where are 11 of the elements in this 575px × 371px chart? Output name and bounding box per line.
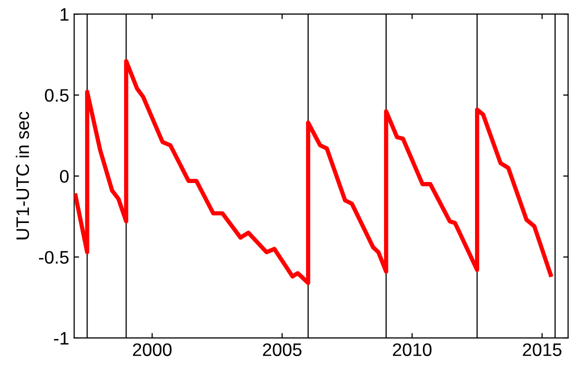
x-tick-label: 2005	[262, 343, 302, 356]
y-tick-label: -1	[54, 332, 68, 345]
line-series	[74, 58, 553, 286]
x-tick-label: 2000	[132, 343, 172, 356]
x-tick-label: 2015	[522, 343, 562, 356]
x-tick-label: 2010	[392, 343, 432, 356]
y-tick-label: 0	[60, 170, 69, 183]
y-tick-label: 0.5	[44, 89, 69, 102]
y-tick-label: -0.5	[39, 250, 69, 264]
y-tick-label: 1	[60, 8, 68, 21]
y-axis-title: UT1-UTC in sec	[16, 112, 30, 240]
